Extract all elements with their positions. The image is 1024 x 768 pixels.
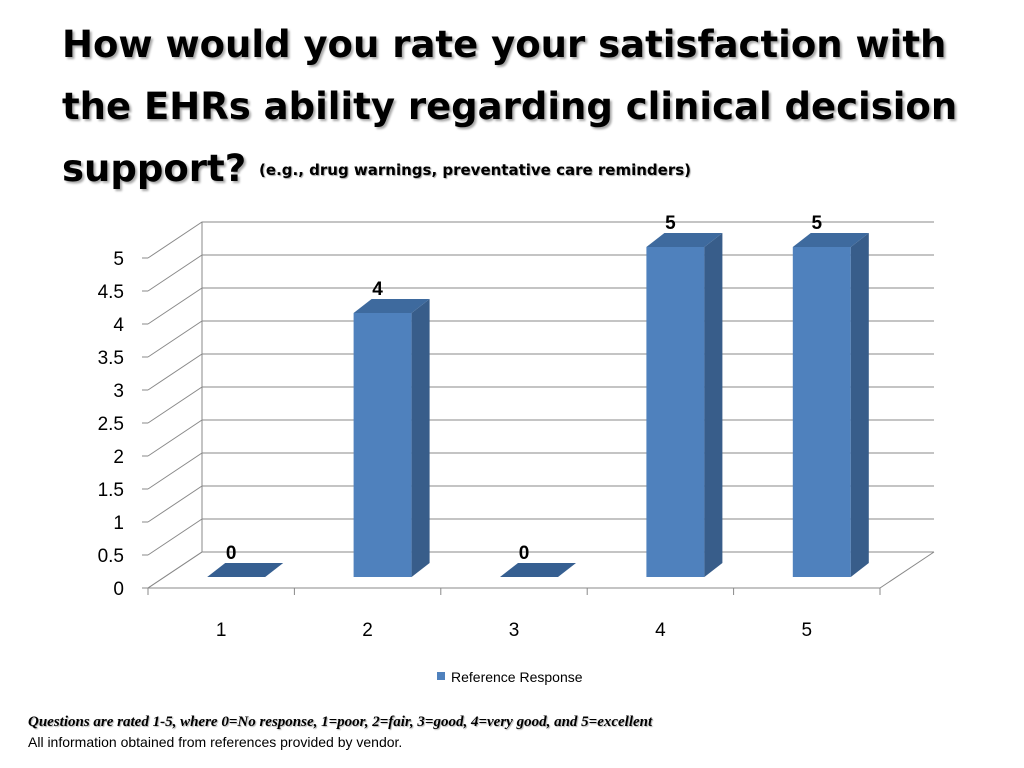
bar-side [704, 233, 723, 577]
data-label: 0 [226, 543, 237, 564]
y-tick-label: 0.5 [98, 546, 124, 567]
legend-swatch [437, 672, 445, 680]
bar-top [792, 233, 869, 247]
y-tick-label: 1 [113, 513, 124, 534]
y-tick-label: 0 [113, 579, 124, 600]
rating-scale-note: Questions are rated 1-5, where 0=No resp… [28, 714, 653, 730]
y-tick-label: 4.5 [98, 282, 124, 303]
footer: Questions are rated 1-5, where 0=No resp… [28, 712, 652, 752]
bar [792, 247, 851, 577]
bar-top [646, 233, 723, 247]
bar-side [850, 233, 869, 577]
data-label: 4 [372, 279, 383, 300]
x-tick-label: 1 [216, 620, 227, 641]
y-tick-label: 1.5 [98, 480, 124, 501]
bar-chart: 0 0.5 1 1.5 2 2.5 3 3.5 4 4.5 5 0 1 4 2 0 3 5 4 5 5 Reference… [98, 213, 935, 685]
bar-top [353, 299, 430, 313]
legend-label: Reference Response [451, 669, 583, 685]
y-tick-label: 2 [113, 447, 124, 468]
floor-right-edge [879, 551, 935, 589]
data-label: 5 [812, 213, 823, 234]
y-tick-label: 5 [113, 249, 124, 270]
x-tick-label: 5 [802, 620, 813, 641]
slide-title: How would you rate your satisfaction wit… [62, 14, 1002, 200]
bar-top [500, 563, 576, 577]
x-tick-label: 3 [509, 620, 520, 641]
y-tick-label: 3.5 [98, 348, 124, 369]
x-tick-label: 2 [362, 620, 373, 641]
bar-side [411, 299, 430, 577]
y-tick-label: 3 [113, 381, 124, 402]
y-tick-label: 2.5 [98, 414, 124, 435]
data-label: 5 [665, 213, 676, 234]
data-label: 0 [519, 543, 530, 564]
source-note: All information obtained from references… [28, 734, 403, 750]
bar-top [207, 563, 284, 577]
bar [646, 247, 705, 577]
bar [353, 313, 412, 577]
x-tick-label: 4 [655, 620, 666, 641]
y-tick-label: 4 [113, 315, 124, 336]
gridline [147, 221, 934, 259]
title-subtitle: (e.g., drug warnings, preventative care … [259, 161, 691, 179]
title-text: How would you rate your satisfaction wit… [62, 23, 958, 190]
